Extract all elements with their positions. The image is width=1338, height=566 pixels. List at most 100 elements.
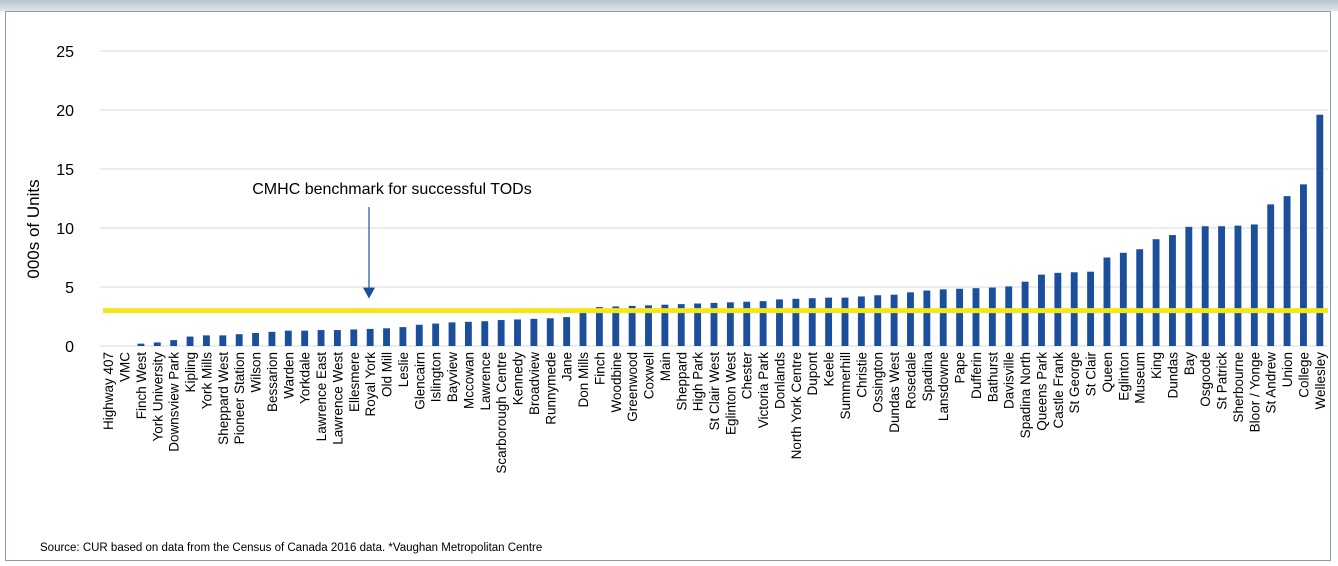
- bar: [137, 343, 145, 346]
- x-axis-category-labels: Highway 407 VMC Finch West York University D…: [101, 352, 1328, 474]
- x-tick-label: Donlands: [772, 352, 787, 409]
- bar: [268, 331, 276, 346]
- x-tick-label: Wellesley: [1313, 352, 1328, 410]
- bar: [661, 304, 669, 346]
- bar: [481, 321, 489, 346]
- x-tick-label: Sherbourne: [1231, 352, 1246, 423]
- bar: [1267, 204, 1275, 346]
- bar: [939, 289, 947, 346]
- bar: [923, 290, 931, 346]
- x-tick-label: Pioneer Station: [232, 352, 247, 444]
- x-tick-label: Broadview: [527, 352, 542, 415]
- bar: [1185, 226, 1193, 346]
- bar: [874, 295, 882, 346]
- bar: [514, 319, 521, 346]
- bar: [694, 303, 702, 346]
- bar: [317, 330, 325, 346]
- x-tick-label: Castle Frank: [1051, 352, 1066, 429]
- bar: [1218, 226, 1226, 346]
- bar: [1234, 225, 1242, 346]
- x-tick-label: Eglinton: [1116, 352, 1131, 401]
- bar: [497, 320, 505, 346]
- x-tick-label: VMC: [118, 352, 133, 382]
- x-tick-label: Davisville: [1002, 352, 1017, 409]
- bar: [792, 298, 800, 346]
- bar: [563, 317, 571, 346]
- bar: [857, 296, 865, 346]
- benchmark-label: CMHC benchmark for successful TODs: [252, 181, 531, 198]
- x-tick-label: Dundas: [1165, 352, 1180, 399]
- bar: [202, 335, 210, 346]
- bar: [612, 306, 620, 346]
- x-tick-label: York Mills: [199, 352, 214, 410]
- x-tick-label: College: [1296, 352, 1311, 398]
- x-tick-label: Bessarion: [265, 352, 280, 412]
- x-tick-label: Bay: [1182, 352, 1197, 376]
- bar: [628, 305, 636, 346]
- x-tick-label: Bathurst: [985, 352, 1000, 403]
- x-tick-label: Main: [658, 352, 673, 381]
- bar: [1300, 184, 1307, 346]
- bar: [399, 327, 407, 346]
- x-tick-label: Yorkdale: [298, 352, 313, 404]
- top-banner-strip: [0, 0, 1338, 11]
- bar: [1103, 257, 1111, 346]
- x-tick-label: Lawrence West: [330, 352, 345, 445]
- x-tick-label: Osgoode: [1198, 352, 1213, 407]
- x-tick-label: Kennedy: [511, 352, 526, 406]
- bar: [972, 288, 980, 346]
- bar: [1316, 114, 1324, 346]
- x-tick-label: Warden: [281, 352, 296, 399]
- bar: [907, 292, 914, 346]
- bar: [776, 299, 783, 346]
- bar: [219, 335, 227, 346]
- x-tick-label: Summerhill: [838, 352, 853, 420]
- x-tick-label: Ossington: [871, 352, 886, 413]
- bar: [1005, 286, 1013, 346]
- x-tick-label: Victoria Park: [756, 352, 771, 429]
- x-tick-label: St Clair: [1084, 352, 1099, 397]
- x-tick-label: Wilson: [249, 352, 264, 393]
- bar: [1169, 235, 1176, 346]
- source-note: Source: CUR based on data from the Censu…: [40, 542, 542, 554]
- bar: [759, 301, 767, 346]
- x-tick-label: Ellesmere: [347, 352, 362, 412]
- x-tick-label: Runnymede: [543, 352, 558, 425]
- y-axis-ticks: 0 5 10 15 20 25: [56, 44, 74, 356]
- x-tick-label: Royal York: [363, 352, 378, 417]
- x-tick-label: Bloor / Yonge: [1247, 352, 1262, 432]
- bar: [153, 342, 161, 346]
- bar: [415, 324, 423, 346]
- bar: [825, 297, 833, 346]
- x-tick-label: Sheppard West: [216, 352, 231, 445]
- x-tick-label: Pape: [953, 352, 968, 384]
- bar: [645, 305, 652, 346]
- x-tick-label: Queens Park: [1034, 352, 1049, 431]
- bar: [366, 328, 374, 346]
- x-tick-label: Greenwood: [625, 352, 640, 422]
- x-tick-label: Keele: [822, 352, 837, 387]
- x-tick-label: Lansdowne: [936, 352, 951, 421]
- x-tick-label: Dupont: [805, 352, 820, 396]
- x-tick-label: North York Centre: [789, 352, 804, 459]
- bar: [890, 294, 898, 346]
- bar: [350, 329, 358, 346]
- x-tick-label: King: [1149, 352, 1164, 379]
- x-tick-label: Union: [1280, 352, 1295, 387]
- x-tick-label: Leslie: [396, 352, 411, 387]
- y-tick-label: 0: [65, 339, 74, 356]
- benchmark-arrow-head: [363, 287, 375, 299]
- x-tick-label: Rosedale: [903, 352, 918, 409]
- y-axis-label: 000s of Units: [24, 179, 43, 278]
- bar: [579, 311, 587, 346]
- x-tick-label: St Patrick: [1215, 352, 1230, 410]
- x-tick-label: Sheppard: [674, 352, 689, 411]
- x-tick-label: Spadina North: [1018, 352, 1033, 438]
- bar: [284, 330, 292, 346]
- x-tick-label: Downsview Park: [167, 352, 182, 452]
- x-tick-label: Dundas West: [887, 352, 902, 433]
- bar: [448, 322, 456, 346]
- y-tick-label: 25: [56, 44, 74, 61]
- bar: [186, 336, 194, 346]
